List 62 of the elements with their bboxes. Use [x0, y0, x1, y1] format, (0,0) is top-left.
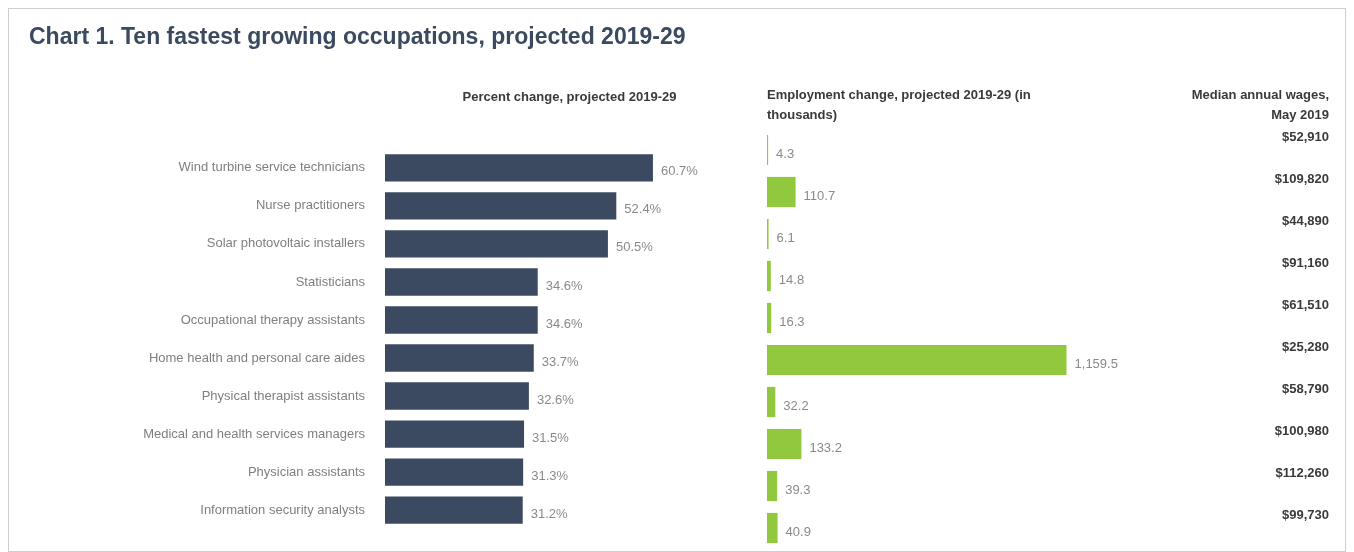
bar — [385, 382, 529, 410]
data-label: 32.6% — [536, 391, 575, 407]
data-label: 31.3% — [531, 467, 569, 483]
bar — [767, 344, 1067, 376]
y-tick-label: Nurse practitioners — [255, 197, 366, 213]
data-label: 4.3 — [776, 145, 795, 161]
data-label: 31.2% — [530, 505, 569, 521]
data-label: 60.7% — [660, 163, 699, 179]
data-label: 34.6% — [545, 277, 584, 293]
y-tick-label: Statisticians — [295, 273, 366, 289]
text: $109,820 — [1274, 171, 1329, 188]
bar — [385, 192, 617, 220]
text: $99,730 — [1282, 507, 1329, 524]
bar — [385, 344, 534, 372]
bar — [385, 420, 525, 448]
y-tick-label: Wind turbine service technicians — [178, 159, 366, 175]
data-label: 32.2 — [783, 397, 809, 413]
text: $25,280 — [1282, 339, 1329, 356]
data-label: 16.3 — [779, 313, 805, 329]
bar — [767, 428, 802, 460]
data-label: 133.2 — [809, 439, 842, 455]
text: $58,790 — [1282, 381, 1329, 398]
bar — [767, 386, 776, 418]
y-tick-label: Physical therapist assistants — [201, 387, 366, 403]
data-label: 1,159.5 — [1074, 355, 1118, 371]
bar — [385, 230, 608, 258]
y-tick-label: Information security analysts — [200, 501, 366, 517]
bar — [767, 302, 772, 334]
y-tick-label: Home health and personal care aides — [148, 349, 366, 365]
bar — [385, 154, 653, 182]
y-tick-label: Medical and health services managers — [143, 425, 366, 441]
data-label: 110.7 — [803, 187, 836, 203]
text: $100,980 — [1274, 423, 1329, 440]
text: $44,890 — [1282, 213, 1329, 230]
data-label: 50.5% — [615, 239, 654, 255]
bar — [385, 458, 524, 486]
y-tick-label: Solar photovoltaic installers — [206, 235, 366, 251]
text: $61,510 — [1282, 297, 1329, 314]
bar — [767, 176, 796, 208]
chart-subtitle: Percent change, projected 2019-29 — [461, 88, 678, 106]
data-label: 6.1 — [776, 229, 795, 245]
chart-title: Employment change, projected 2019-29 (in thousands) — [767, 86, 1032, 124]
chart-title: Chart 1. Ten fastest growing occupations, projected 2019-29 — [29, 23, 686, 50]
text: $91,160 — [1282, 255, 1329, 272]
bar — [767, 512, 778, 544]
bar — [767, 260, 771, 292]
text: Median annual wages, May 2019 — [1190, 86, 1329, 124]
data-label: 34.6% — [545, 315, 584, 331]
bar — [385, 268, 538, 296]
text: $112,260 — [1275, 465, 1329, 482]
data-label: 40.9 — [785, 523, 811, 539]
data-label: 14.8 — [778, 271, 805, 287]
y-tick-label: Occupational therapy assistants — [180, 311, 366, 327]
y-tick-label: Physician assistants — [247, 463, 366, 479]
data-label: 33.7% — [541, 353, 580, 369]
data-label: 39.3 — [785, 481, 811, 497]
bar — [767, 470, 778, 502]
bar — [385, 306, 538, 334]
bar — [385, 496, 523, 524]
data-label: 31.5% — [532, 429, 570, 445]
data-label: 52.4% — [624, 201, 662, 217]
text: $52,910 — [1282, 129, 1329, 146]
